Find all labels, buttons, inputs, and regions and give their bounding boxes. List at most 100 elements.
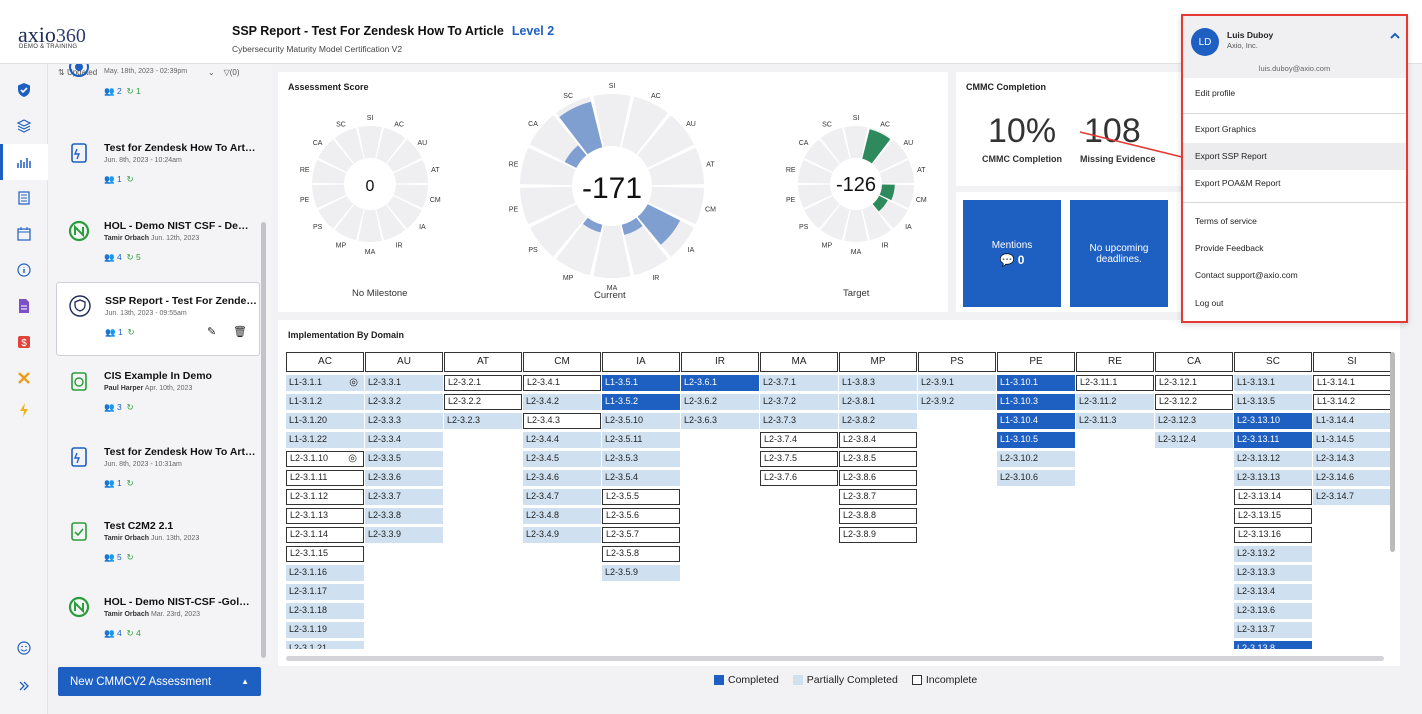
- practice-cell[interactable]: L2-3.5.8: [602, 546, 680, 562]
- practice-cell[interactable]: L2-3.7.4: [760, 432, 838, 448]
- practice-cell[interactable]: L2-3.6.1: [681, 375, 759, 391]
- practice-cell[interactable]: L2-3.8.2: [839, 413, 917, 429]
- donut-segment-ia[interactable]: [872, 195, 888, 212]
- practice-cell[interactable]: L2-3.4.3: [523, 413, 601, 429]
- sort-filter-bar[interactable]: ⇅ Updated ⌄ ▽(0): [58, 68, 240, 77]
- practice-cell[interactable]: L2-3.13.2: [1234, 546, 1312, 562]
- file-icon[interactable]: [0, 288, 48, 324]
- donut-segment-ac[interactable]: [862, 129, 891, 164]
- domain-header[interactable]: IR: [681, 352, 759, 372]
- practice-cell[interactable]: L2-3.5.7: [602, 527, 680, 543]
- practice-cell[interactable]: L2-3.4.2: [523, 394, 601, 410]
- practice-cell[interactable]: L2-3.1.19: [286, 622, 364, 638]
- domain-header[interactable]: CM: [523, 352, 601, 372]
- practice-cell[interactable]: L2-3.7.6: [760, 470, 838, 486]
- menu-terms-of-service[interactable]: Terms of service: [1195, 216, 1257, 226]
- domain-header[interactable]: IA: [602, 352, 680, 372]
- practice-cell[interactable]: L2-3.7.5: [760, 451, 838, 467]
- practice-cell[interactable]: L2-3.8.9: [839, 527, 917, 543]
- domain-header[interactable]: AU: [365, 352, 443, 372]
- practice-cell[interactable]: L1-3.1.1 ◎: [286, 375, 364, 391]
- practice-cell[interactable]: L2-3.4.9: [523, 527, 601, 543]
- edit-icon[interactable]: ✎: [207, 326, 217, 338]
- practice-cell[interactable]: L2-3.1.10 ◎: [286, 451, 364, 467]
- practice-cell[interactable]: L2-3.5.3: [602, 451, 680, 467]
- practice-cell[interactable]: L1-3.14.1: [1313, 375, 1391, 391]
- practice-cell[interactable]: L2-3.2.1: [444, 375, 522, 391]
- practice-cell[interactable]: L2-3.5.6: [602, 508, 680, 524]
- practice-cell[interactable]: L1-3.14.2: [1313, 394, 1391, 410]
- practice-cell[interactable]: L2-3.3.6: [365, 470, 443, 486]
- practice-cell[interactable]: L2-3.7.1: [760, 375, 838, 391]
- menu-export-graphics[interactable]: Export Graphics: [1195, 124, 1256, 134]
- dollar-icon[interactable]: $: [0, 324, 48, 360]
- menu-log-out[interactable]: Log out: [1195, 298, 1224, 308]
- practice-cell[interactable]: L2-3.13.14: [1234, 489, 1312, 505]
- donut-segment-ca[interactable]: [564, 145, 587, 168]
- document-list-icon[interactable]: [0, 180, 48, 216]
- donut-segment-ir[interactable]: [621, 217, 643, 235]
- donut-segment-sc[interactable]: [559, 101, 603, 155]
- practice-cell[interactable]: L1-3.1.22: [286, 432, 364, 448]
- practice-cell[interactable]: L2-3.13.4: [1234, 584, 1312, 600]
- donut-segment-ia[interactable]: [637, 204, 681, 245]
- practice-cell[interactable]: L2-3.13.6: [1234, 603, 1312, 619]
- practice-cell[interactable]: L2-3.5.10: [602, 413, 680, 429]
- practice-cell[interactable]: L2-3.13.10: [1234, 413, 1312, 429]
- practice-cell[interactable]: L2-3.8.6: [839, 470, 917, 486]
- chevron-up-icon[interactable]: [1389, 30, 1401, 42]
- practice-cell[interactable]: L2-3.4.7: [523, 489, 601, 505]
- practice-cell[interactable]: L2-3.1.11: [286, 470, 364, 486]
- tools-icon[interactable]: [0, 360, 48, 396]
- practice-cell[interactable]: L2-3.9.1: [918, 375, 996, 391]
- domain-header[interactable]: MA: [760, 352, 838, 372]
- calendar-icon[interactable]: [0, 216, 48, 252]
- delete-icon[interactable]: 🗑: [233, 326, 247, 338]
- donut-segment-mp[interactable]: [582, 217, 603, 233]
- assessment-card[interactable]: CIS Example In Demo Paul Harper Apr. 10th…: [56, 358, 260, 432]
- practice-cell[interactable]: L2-3.4.4: [523, 432, 601, 448]
- practice-cell[interactable]: L2-3.12.3: [1155, 413, 1233, 429]
- practice-cell[interactable]: L2-3.13.7: [1234, 622, 1312, 638]
- practice-cell[interactable]: L2-3.9.2: [918, 394, 996, 410]
- practice-cell[interactable]: L2-3.2.2: [444, 394, 522, 410]
- practice-cell[interactable]: L1-3.10.5: [997, 432, 1075, 448]
- practice-cell[interactable]: L1-3.8.3: [839, 375, 917, 391]
- donut-segment-cm[interactable]: [879, 184, 895, 201]
- practice-cell[interactable]: L2-3.12.1: [1155, 375, 1233, 391]
- practice-cell[interactable]: L2-3.4.5: [523, 451, 601, 467]
- practice-cell[interactable]: L2-3.11.2: [1076, 394, 1154, 410]
- practice-cell[interactable]: L2-3.6.2: [681, 394, 759, 410]
- practice-cell[interactable]: L2-3.1.13: [286, 508, 364, 524]
- domain-header[interactable]: AT: [444, 352, 522, 372]
- assessment-card[interactable]: Test for Zendesk How To Article Jun. 8th,…: [56, 434, 260, 508]
- practice-cell[interactable]: L2-3.8.7: [839, 489, 917, 505]
- shield-check-icon[interactable]: [0, 72, 48, 108]
- practice-cell[interactable]: L2-3.10.6: [997, 470, 1075, 486]
- assessment-card[interactable]: Test for Zendesk How To Article Jun. 8th,…: [56, 130, 260, 204]
- practice-cell[interactable]: L1-3.13.1: [1234, 375, 1312, 391]
- practice-cell[interactable]: L2-3.3.8: [365, 508, 443, 524]
- practice-cell[interactable]: L2-3.14.7: [1313, 489, 1391, 505]
- practice-cell[interactable]: L2-3.3.4: [365, 432, 443, 448]
- domain-header[interactable]: CA: [1155, 352, 1233, 372]
- practice-cell[interactable]: L1-3.1.20: [286, 413, 364, 429]
- practice-cell[interactable]: L2-3.13.8: [1234, 641, 1312, 649]
- domain-header[interactable]: PS: [918, 352, 996, 372]
- assessment-card[interactable]: SSP Report - Test For Zendesk ... Jun. 13…: [56, 282, 260, 356]
- practice-cell[interactable]: L1-3.5.2: [602, 394, 680, 410]
- practice-cell[interactable]: L2-3.12.2: [1155, 394, 1233, 410]
- practice-cell[interactable]: L2-3.3.5: [365, 451, 443, 467]
- assessment-card[interactable]: HOL - Demo NIST CSF - Demo ... Tamir Orba…: [56, 208, 260, 282]
- menu-contact-support[interactable]: Contact support@axio.com: [1195, 270, 1298, 280]
- practice-cell[interactable]: L1-3.1.2: [286, 394, 364, 410]
- practice-cell[interactable]: L2-3.6.3: [681, 413, 759, 429]
- practice-cell[interactable]: L2-3.8.1: [839, 394, 917, 410]
- practice-cell[interactable]: L2-3.3.7: [365, 489, 443, 505]
- list-scrollbar[interactable]: [261, 222, 266, 658]
- user-menu-header[interactable]: LD Luis Duboy Axio, Inc.: [1183, 16, 1406, 64]
- practice-cell[interactable]: L2-3.13.3: [1234, 565, 1312, 581]
- practice-cell[interactable]: L2-3.5.9: [602, 565, 680, 581]
- menu-export-poam-report[interactable]: Export POA&M Report: [1195, 178, 1281, 188]
- practice-cell[interactable]: L2-3.7.2: [760, 394, 838, 410]
